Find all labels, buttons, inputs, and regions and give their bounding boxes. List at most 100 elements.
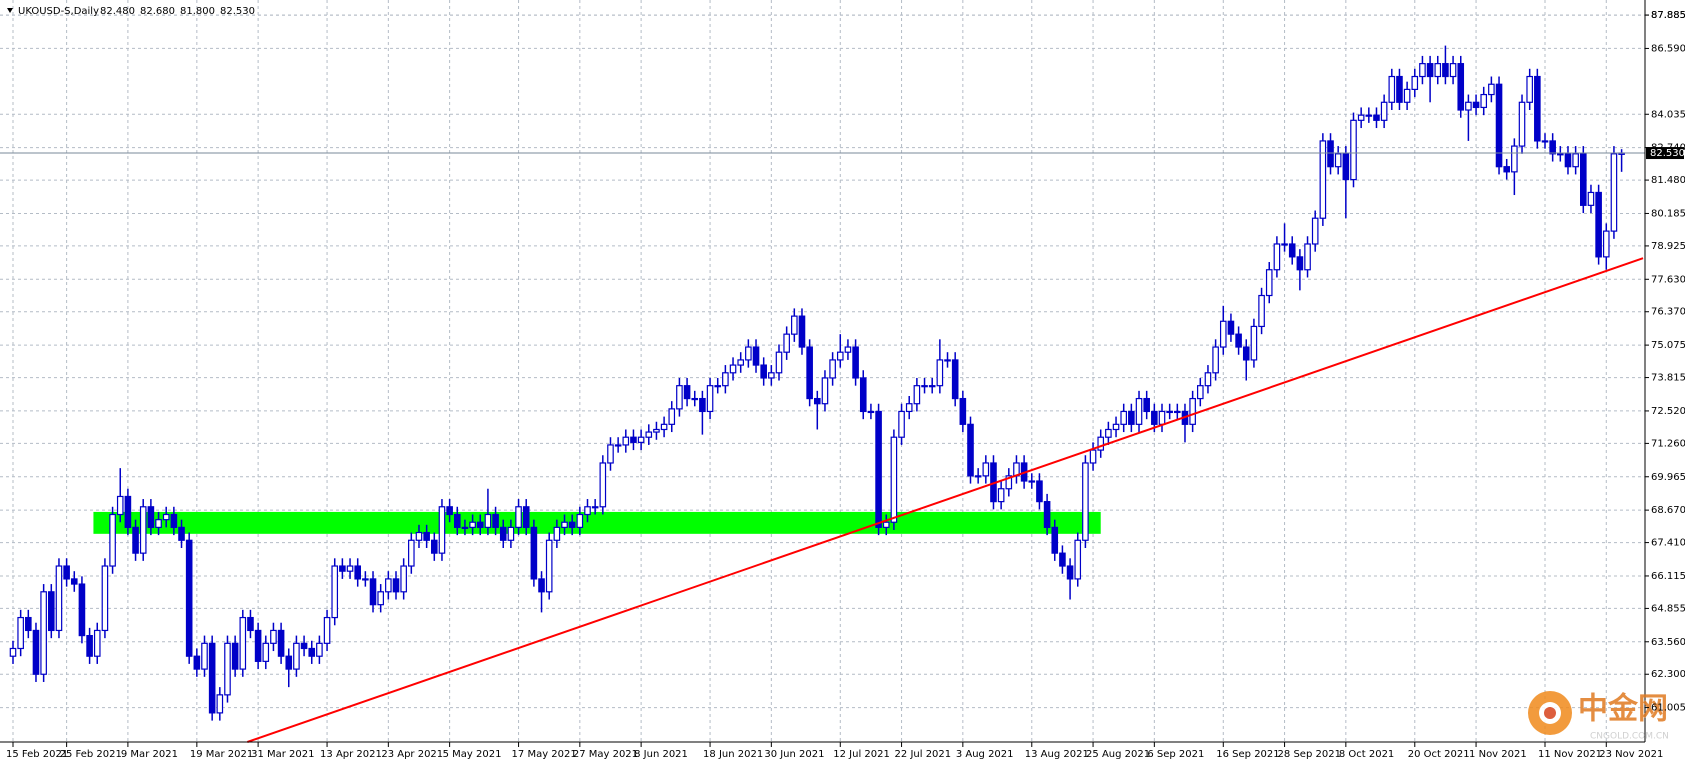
candle-body [124,495,132,528]
candle-body [499,526,507,541]
x-tick-label: 9 Mar 2021 [121,749,178,760]
candle-body [905,403,913,413]
candle-body [193,655,201,670]
candle-body [1564,153,1572,168]
candles [9,45,1625,721]
candle-body [147,506,155,528]
candle-body [1242,346,1250,361]
candle-body [408,539,415,567]
candle-body [836,351,844,361]
candle-body [132,526,139,554]
candle-body [1610,153,1618,232]
y-tick-label: 75.075 [1651,340,1685,351]
candle-body [1135,397,1143,425]
candle-body [277,629,285,657]
candle-body [1120,410,1128,425]
candle-body [959,397,967,425]
menu-triangle[interactable] [7,8,13,13]
y-tick-label: 73.815 [1651,373,1685,384]
x-tick-label: 28 Sep 2021 [1278,749,1341,760]
candle-body [775,351,783,374]
candle-body [798,315,806,348]
candle-body [1357,114,1365,121]
candle-body [1587,191,1595,206]
candle-body [1059,552,1066,567]
y-tick-label: 62.300 [1651,669,1685,680]
candle-body [78,583,86,637]
candle-body [714,385,722,388]
candle-body [1304,243,1311,271]
candle-body [599,462,607,508]
candle-body [231,642,239,670]
candle-body [576,513,584,528]
candle-body [1572,153,1579,168]
candle-body [1227,320,1235,335]
zone-layer [93,511,1101,534]
candle-body [178,526,185,541]
candle-body [1128,410,1135,425]
candle-body [453,513,461,528]
candle-body [1365,114,1373,117]
candle-body [1265,269,1273,297]
candle-body [561,521,568,528]
y-tick-label: 69.965 [1651,472,1685,483]
current-price-label: 82.530 [1650,148,1685,159]
watermark-name: 中金网 [1578,692,1668,727]
candle-body [431,539,438,554]
candle-body [1319,140,1327,219]
candle-body [1143,397,1150,413]
candle-body [17,616,24,650]
candle-body [423,531,430,541]
candle-body [1396,75,1403,103]
candle-body [1480,93,1488,109]
candle-body [722,372,729,387]
candle-body [530,526,538,580]
x-tick-label: 3 Aug 2021 [956,749,1014,760]
candle-body [890,436,898,523]
candle-body [484,513,492,528]
candle-body [768,372,775,379]
x-tick-label: 8 Oct 2021 [1339,749,1394,760]
candle-body [346,565,354,572]
candle-body [1112,423,1120,431]
candle-body [1311,217,1319,245]
candle-body [699,397,706,413]
candle-body [1503,166,1511,173]
candle-body [867,410,875,414]
candle-body [928,385,936,388]
y-tick-label: 80.185 [1651,208,1685,219]
candle-body [614,444,622,447]
candle-body [116,495,124,516]
candle-body [415,531,423,541]
candle-body [55,565,63,632]
candle-body [331,565,339,619]
ohlc-open: 82.480 [100,6,135,17]
candle-body [668,408,676,425]
candle-body [40,591,47,675]
candle-body [185,539,193,657]
y-tick-label: 87.885 [1651,10,1685,21]
overlay [0,152,1645,743]
x-tick-label: 19 Mar 2021 [190,749,253,760]
candle-body [507,526,515,541]
x-tick-label: 23 Apr 2021 [381,749,443,760]
candle-body [139,506,147,554]
y-tick-label: 67.410 [1651,538,1685,549]
x-tick-label: 11 Nov 2021 [1538,749,1602,760]
candle-body [270,629,277,644]
candle-body [1204,372,1212,387]
candle-body [1426,63,1434,78]
candle-body [438,506,446,554]
y-tick-label: 78.925 [1651,241,1685,252]
candle-body [1327,140,1334,168]
candle-body [1097,436,1105,451]
candle-body [400,565,407,593]
candle-body [109,513,116,567]
candle-body [630,436,637,443]
candle-body [1350,119,1357,181]
candle-body [1465,101,1472,111]
candle-body [308,647,316,657]
candle-body [208,642,216,714]
candle-body [882,521,890,528]
candle-body [93,629,101,657]
